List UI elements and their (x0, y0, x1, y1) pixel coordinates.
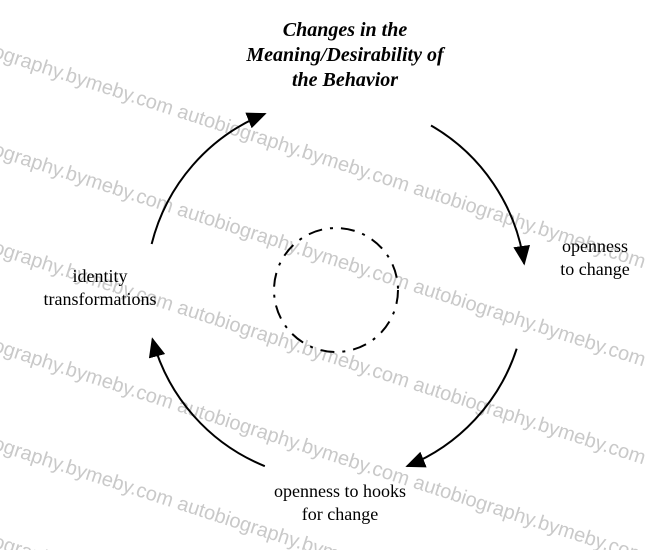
label-line: identity (73, 266, 128, 286)
label-line: Meaning/Desirability of (246, 44, 443, 66)
node-title: Changes in the Meaning/Desirability of the… (200, 18, 490, 93)
diagram-stage: autobiography.bymeby.com autobiography.b… (0, 0, 672, 550)
label-line: the Behavior (292, 69, 398, 91)
label-line: for change (302, 504, 378, 524)
node-openness-change: openness to change (530, 235, 660, 280)
label-line: openness to hooks (274, 481, 406, 501)
node-openness-hooks: openness to hooks for change (210, 480, 470, 525)
label-line: transformations (44, 289, 157, 309)
label-line: Changes in the (283, 19, 407, 41)
node-identity: identity transformations (10, 265, 190, 310)
label-line: openness (562, 236, 628, 256)
inner-dashed-circle (274, 228, 398, 352)
label-line: to change (560, 259, 629, 279)
